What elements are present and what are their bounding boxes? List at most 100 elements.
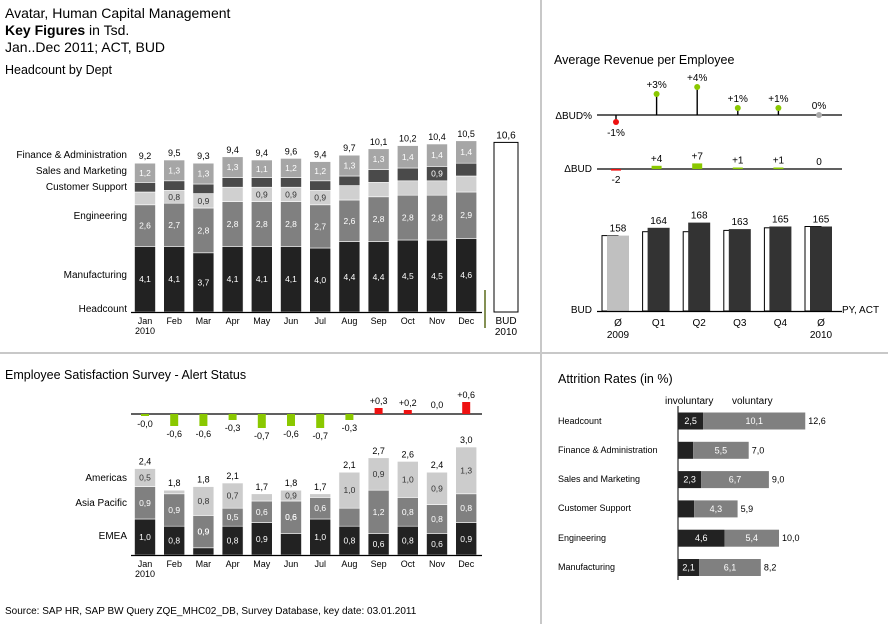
headcount-segment-label: 4,1	[139, 274, 151, 284]
headcount-category-label: Feb	[166, 316, 182, 326]
headcount-segment-label: 0,9	[285, 189, 297, 199]
row-label-headcount: Headcount	[78, 304, 127, 315]
source-note: Source: SAP HR, SAP BW Query ZQE_MHC02_D…	[5, 606, 417, 617]
row-label-emea: EMEA	[98, 531, 127, 542]
headcount-total-label: 9,3	[197, 151, 210, 161]
satisfaction-extra-label: 0,6	[285, 512, 297, 522]
attrition-total-label: 9,0	[772, 475, 785, 485]
delta-pct-dot	[613, 119, 619, 125]
satisfaction-total-label: 1,7	[256, 482, 269, 492]
attrition-voluntary-bar	[701, 471, 769, 489]
headcount-segment-2-9	[396, 180, 419, 196]
attrition-involuntary-label: 4,6	[695, 533, 708, 543]
delta-abs-bar	[611, 169, 621, 171]
revenue-category-label: Q4	[774, 318, 788, 329]
satisfaction-category-label: Sep	[371, 559, 387, 569]
delta-pct-value-label: +4%	[687, 73, 707, 84]
satisfaction-segment-label: 0,5	[139, 473, 151, 483]
revenue-value-label: 163	[731, 217, 748, 228]
horizontal-divider	[0, 352, 888, 354]
satisfaction-total-label: 2,4	[139, 457, 152, 467]
delta-pct-dot	[694, 84, 701, 90]
satisfaction-total-label: 1,8	[197, 475, 210, 485]
headcount-total-label: 10,2	[399, 134, 417, 144]
delta-abs-bar	[773, 167, 784, 169]
headcount-segment-label: 2,8	[431, 213, 443, 223]
satisfaction-total-label: 2,4	[431, 460, 444, 470]
headcount-segment-2-7	[338, 185, 361, 201]
satisfaction-segment-label: 0,9	[256, 534, 268, 544]
headcount-segment-label: 2,8	[256, 219, 268, 229]
headcount-segment-2-11	[455, 175, 478, 193]
attrition-involuntary-label: 2,5	[684, 416, 697, 426]
attrition-total-label: 10,0	[782, 533, 800, 543]
attrition-label-headcount: Headcount	[558, 416, 602, 426]
row-label-asia-pacific: Asia Pacific	[75, 498, 127, 509]
satisfaction-segment-label: 0,8	[402, 507, 414, 517]
headcount-segment-label: 1,3	[168, 165, 180, 175]
attrition-involuntary-bar	[678, 559, 700, 576]
headcount-segment-label: 4,1	[168, 274, 180, 284]
headcount-segment-label: 3,7	[197, 277, 209, 287]
key-figures-bold: Key Figures	[5, 22, 86, 38]
attrition-voluntary-label: 10,1	[745, 416, 763, 426]
satisfaction-segment-label: 0,6	[431, 539, 443, 549]
headcount-segment-label: 2,7	[314, 221, 326, 231]
satisfaction-delta-label: +0,3	[370, 396, 388, 406]
satisfaction-category-label: Oct	[401, 559, 416, 569]
headcount-segment-label: 4,4	[343, 272, 355, 282]
headcount-segment-4-7	[338, 154, 361, 177]
vertical-divider	[540, 0, 542, 624]
satisfaction-segment-1-7	[338, 507, 361, 527]
delta-pct-dot	[816, 112, 822, 118]
satisfaction-segment-label: 0,8	[197, 496, 209, 506]
headcount-segment-label: 4,1	[285, 274, 297, 284]
satisfaction-chart-title: Employee Satisfaction Survey - Alert Sta…	[5, 368, 247, 382]
revenue-act-bar	[728, 229, 751, 311]
headcount-total-label: 9,7	[343, 143, 356, 153]
satisfaction-category-label: Feb	[166, 559, 182, 569]
headcount-total-label: 9,4	[226, 145, 239, 155]
satisfaction-category-label: Jul	[314, 559, 326, 569]
headcount-segment-label: 0,9	[256, 189, 268, 199]
headcount-segment-3-6	[309, 180, 332, 191]
attrition-label-engineering: Engineering	[558, 533, 607, 543]
attrition-label-sales: Sales and Marketing	[558, 474, 641, 484]
satisfaction-delta-label: -0,6	[166, 429, 182, 439]
delta-abs-value-label: +1	[773, 156, 785, 167]
headcount-segment-label: 1,3	[227, 162, 239, 172]
headcount-segment-4-10	[426, 143, 448, 167]
headcount-total-label: 9,2	[139, 151, 152, 161]
satisfaction-segment-2-1	[163, 489, 185, 495]
satisfaction-segment-2-6	[309, 493, 332, 498]
delta-pct-value-label: +3%	[646, 80, 666, 91]
row-label-engineering: Engineering	[73, 211, 127, 222]
headcount-segment-label: 4,0	[314, 275, 326, 285]
headcount-category-label: Nov	[429, 316, 446, 326]
satisfaction-delta-bar	[141, 414, 149, 416]
satisfaction-segment-label: 1,0	[402, 474, 414, 484]
revenue-value-label: 164	[650, 216, 667, 227]
revenue-category-label: Q2	[693, 318, 707, 329]
satisfaction-delta-bar	[287, 414, 295, 426]
headcount-segment-label: 1,4	[402, 152, 414, 162]
headcount-segment-4-2	[192, 162, 215, 185]
delta-pct-value-label: +1%	[728, 94, 748, 105]
headcount-segment-3-5	[280, 177, 302, 188]
revenue-category-label: Ø	[614, 318, 622, 329]
headcount-total-label: 9,5	[168, 148, 181, 158]
satisfaction-delta-label: -0,0	[137, 419, 153, 429]
headcount-segment-label: 0,9	[431, 169, 443, 179]
satisfaction-delta-bar	[374, 408, 383, 414]
headcount-segment-label: 0,9	[197, 196, 209, 206]
revenue-value-label: 168	[691, 211, 708, 222]
row-label-americas: Americas	[85, 473, 127, 484]
satisfaction-segment-label: 1,2	[373, 507, 385, 517]
headcount-segment-label: 4,6	[460, 270, 472, 280]
satisfaction-segment-label: 0,8	[227, 536, 239, 546]
attrition-involuntary-bar	[678, 529, 725, 547]
headcount-total-label: 10,4	[428, 132, 446, 142]
headcount-segment-3-11	[455, 162, 478, 177]
headcount-total-label: 9,4	[314, 150, 327, 160]
headcount-segment-label: 1,2	[139, 168, 151, 178]
